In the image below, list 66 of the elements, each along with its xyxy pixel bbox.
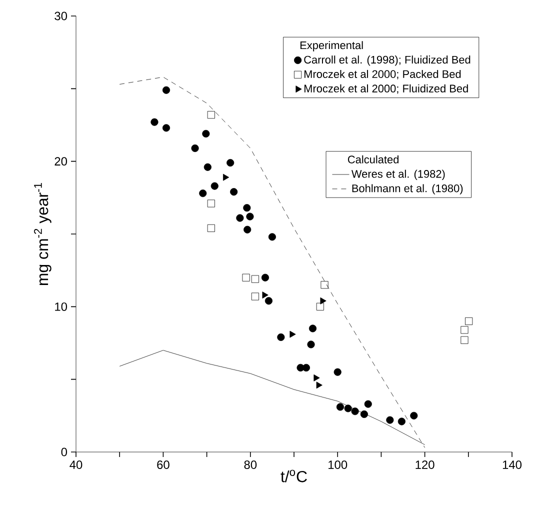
x-tick-label: 120 <box>416 460 434 469</box>
point <box>204 163 212 171</box>
y-tick-label: 10 <box>55 302 68 311</box>
point <box>344 404 352 412</box>
point <box>308 324 317 332</box>
point <box>320 281 328 289</box>
point <box>320 297 326 304</box>
x-tick-label: 40 <box>70 460 82 469</box>
point <box>398 418 406 426</box>
point <box>314 374 320 382</box>
point <box>264 297 272 305</box>
point <box>277 333 285 341</box>
point <box>336 403 344 411</box>
legend-label: Weres et al. (1982) <box>351 170 445 180</box>
legend-label: Mroczek et al 2000; Fluidized Bed <box>304 84 468 94</box>
y-tick-label: 30 <box>54 12 68 20</box>
point <box>162 86 170 94</box>
point <box>162 124 170 132</box>
y-axis-title: mg cm$^{-2}$ year$^{-1}$ <box>34 183 52 285</box>
point <box>316 382 322 389</box>
point <box>207 200 215 208</box>
legend-label: Carroll et al. (1998); Fluidized Bed <box>304 56 470 66</box>
legend-label: Bohlmann et al. (1980) <box>352 184 463 194</box>
point <box>334 368 342 376</box>
point <box>207 224 215 232</box>
point <box>244 226 252 234</box>
point <box>302 364 310 372</box>
point <box>202 130 210 138</box>
point <box>236 214 244 222</box>
point <box>251 275 259 283</box>
point <box>307 340 315 348</box>
point <box>251 292 259 300</box>
point <box>290 330 296 338</box>
point <box>150 118 158 126</box>
point <box>316 302 324 310</box>
point <box>410 412 418 420</box>
point <box>207 111 215 119</box>
point <box>230 188 238 196</box>
x-tick-label: 60 <box>157 460 170 469</box>
annotation: Calculated <box>348 155 398 164</box>
y-tick-label: 0 <box>61 448 68 456</box>
x-axis-title: t/$^{o}$C <box>280 470 307 482</box>
point <box>223 174 230 181</box>
point <box>460 326 468 334</box>
point <box>243 204 251 212</box>
point <box>210 182 218 190</box>
point <box>191 144 199 152</box>
legend-label: Mroczek et al 2000; Packed Bed <box>304 70 461 80</box>
point <box>199 190 207 198</box>
point <box>242 274 250 282</box>
point <box>386 416 394 424</box>
x-tick-label: 100 <box>328 460 348 469</box>
point <box>246 212 254 220</box>
x-tick-label: 80 <box>244 460 257 469</box>
point <box>268 233 276 241</box>
point <box>364 400 372 408</box>
point <box>360 410 368 418</box>
point <box>465 317 473 325</box>
point <box>351 408 359 416</box>
point <box>261 274 270 282</box>
point <box>460 336 468 344</box>
point <box>262 292 268 299</box>
x-tick-label: 140 <box>502 460 522 469</box>
y-tick-label: 20 <box>54 157 68 166</box>
legend-title: Experimental <box>300 41 363 52</box>
point <box>226 159 234 167</box>
